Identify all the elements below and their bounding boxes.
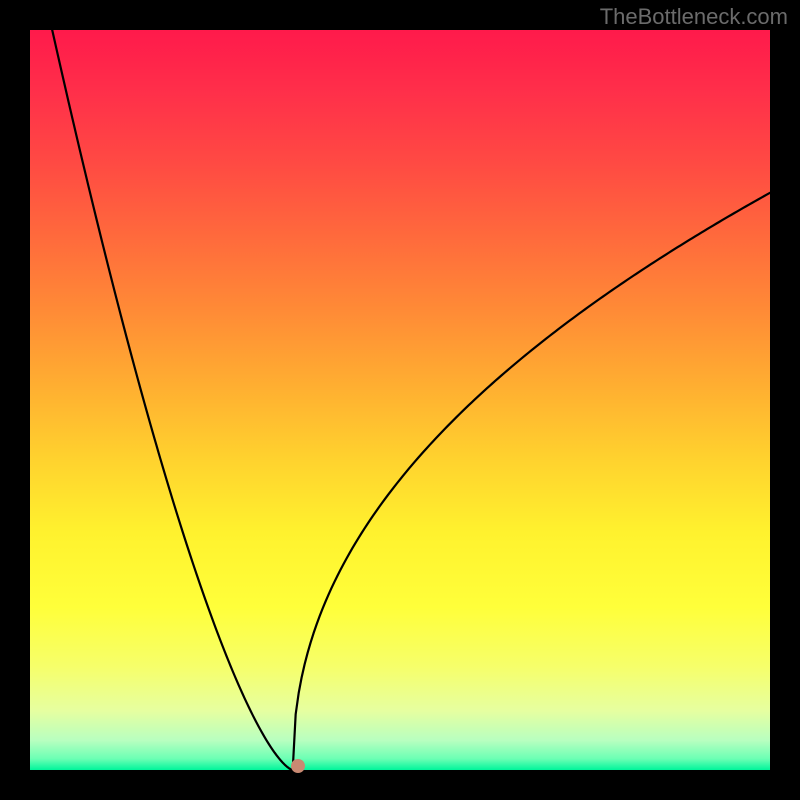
curve-path (52, 30, 770, 770)
plot-area (30, 30, 770, 770)
chart-container: TheBottleneck.com (0, 0, 800, 800)
bottleneck-curve (30, 30, 770, 770)
optimal-point-marker (291, 759, 305, 773)
watermark-text: TheBottleneck.com (600, 4, 788, 30)
